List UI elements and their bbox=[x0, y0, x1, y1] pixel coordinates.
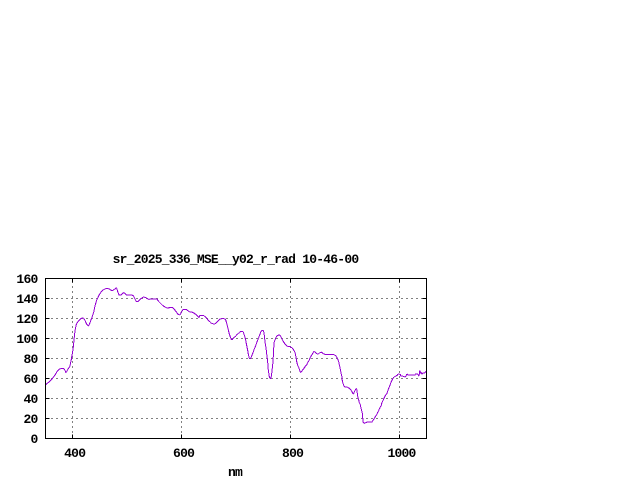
svg-text:20: 20 bbox=[23, 412, 38, 427]
svg-text:100: 100 bbox=[16, 332, 38, 347]
svg-text:1000: 1000 bbox=[387, 446, 416, 461]
svg-text:140: 140 bbox=[16, 292, 38, 307]
svg-text:40: 40 bbox=[23, 392, 38, 407]
svg-text:600: 600 bbox=[173, 446, 195, 461]
svg-text:400: 400 bbox=[64, 446, 86, 461]
svg-text:800: 800 bbox=[282, 446, 304, 461]
svg-text:sr_2025_336_MSE__y02_r_rad 10-: sr_2025_336_MSE__y02_r_rad 10-46-00 bbox=[113, 252, 360, 267]
svg-text:nm: nm bbox=[228, 465, 243, 480]
svg-text:160: 160 bbox=[16, 272, 38, 287]
svg-text:80: 80 bbox=[23, 352, 38, 367]
svg-text:60: 60 bbox=[23, 372, 38, 387]
svg-text:120: 120 bbox=[16, 312, 38, 327]
svg-text:0: 0 bbox=[30, 432, 38, 447]
